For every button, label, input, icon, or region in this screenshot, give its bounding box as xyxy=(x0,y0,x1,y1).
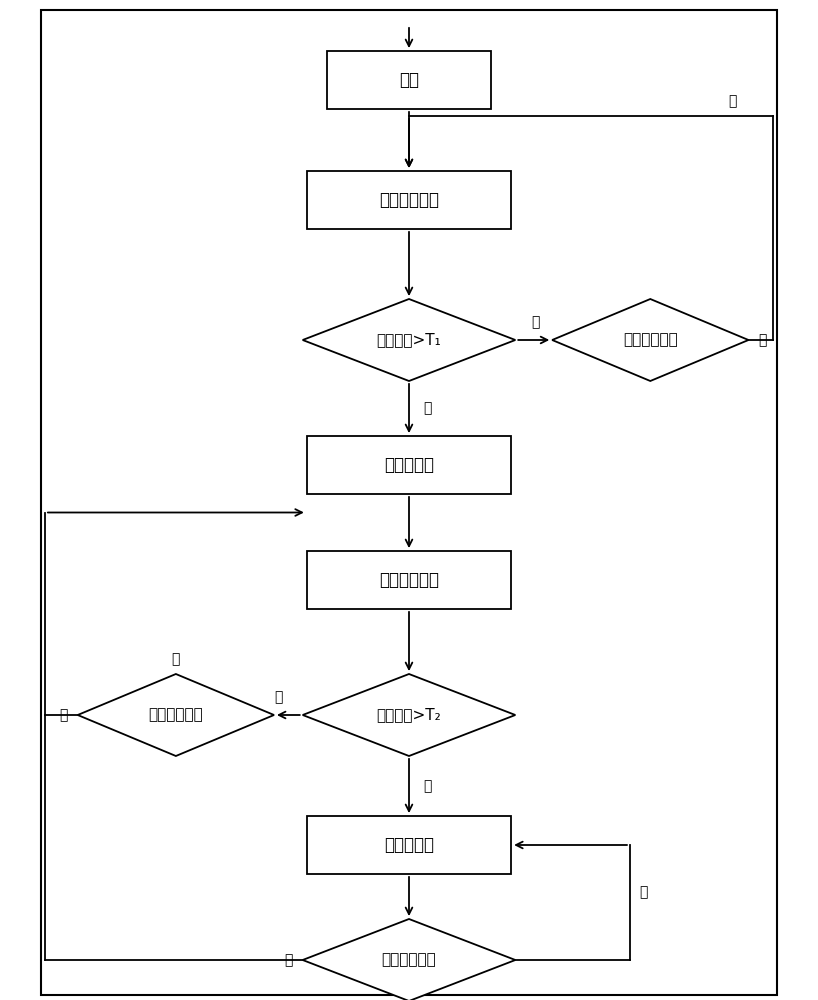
Text: 有: 有 xyxy=(285,953,293,967)
Text: 有无按键操作: 有无按键操作 xyxy=(382,952,436,968)
Text: 深睡眠模式: 深睡眠模式 xyxy=(384,836,434,854)
Text: 有无操作事件: 有无操作事件 xyxy=(623,332,677,348)
Polygon shape xyxy=(303,674,515,756)
Bar xyxy=(307,551,511,609)
Text: 无: 无 xyxy=(640,886,648,900)
Text: 是: 是 xyxy=(424,401,432,416)
Text: 运行: 运行 xyxy=(399,71,419,89)
Bar xyxy=(307,816,511,874)
Polygon shape xyxy=(303,299,515,381)
Text: 有无操作事件: 有无操作事件 xyxy=(149,708,203,722)
Text: 有: 有 xyxy=(60,708,68,722)
Text: 否: 否 xyxy=(532,315,540,329)
Bar xyxy=(327,51,491,109)
Polygon shape xyxy=(552,299,748,381)
Text: 空闲等待计时: 空闲等待计时 xyxy=(379,191,439,209)
Bar xyxy=(307,436,511,494)
Polygon shape xyxy=(303,919,515,1000)
Text: 浅睡眠模式: 浅睡眠模式 xyxy=(384,456,434,474)
Text: 无: 无 xyxy=(172,652,180,666)
Polygon shape xyxy=(78,674,274,756)
Text: 否: 否 xyxy=(274,690,282,704)
Bar xyxy=(307,171,511,229)
Text: 是: 是 xyxy=(424,779,432,793)
Text: 无: 无 xyxy=(728,94,736,108)
Text: 空闲等待计时: 空闲等待计时 xyxy=(379,571,439,589)
Text: 空闲时间>T₁: 空闲时间>T₁ xyxy=(376,332,442,348)
Text: 空闲时间>T₂: 空闲时间>T₂ xyxy=(376,708,442,722)
Text: 有: 有 xyxy=(758,333,766,347)
